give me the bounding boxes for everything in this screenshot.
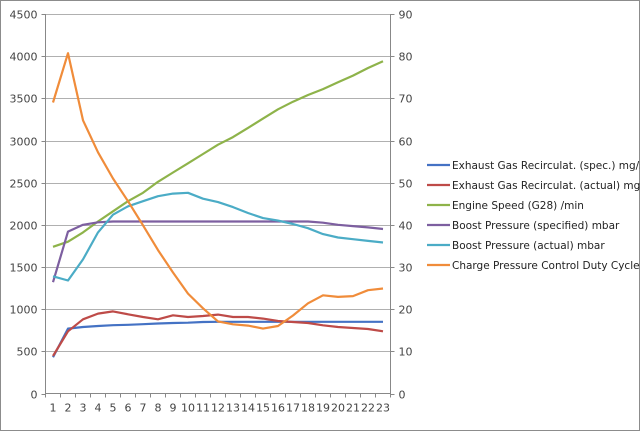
x-tick-label: 11 xyxy=(196,402,210,415)
x-tick-label: 2 xyxy=(65,402,72,415)
legend-label: Exhaust Gas Recirculat. (actual) mg/str xyxy=(452,180,640,192)
x-tick-label: 15 xyxy=(256,402,270,415)
y2-tick-label: 70 xyxy=(399,93,413,106)
y-tick-label: 3500 xyxy=(10,93,38,106)
legend-label: Engine Speed (G28) /min xyxy=(452,200,584,212)
y2-tick-label: 50 xyxy=(399,178,413,191)
legend-label: Exhaust Gas Recirculat. (spec.) mg/str xyxy=(452,160,640,172)
legend-label: Charge Pressure Control Duty Cycle % xyxy=(452,260,640,272)
y2-tick-label: 0 xyxy=(399,389,406,402)
y-tick-label: 2500 xyxy=(10,178,38,191)
x-tick-label: 13 xyxy=(226,402,240,415)
series-line-3 xyxy=(52,60,384,248)
x-tick-label: 3 xyxy=(80,402,87,415)
y-tick-label: 2000 xyxy=(10,220,38,233)
y-tick-label: 500 xyxy=(17,346,38,359)
series-line-5 xyxy=(52,191,384,282)
series-line-4 xyxy=(51,220,384,283)
x-tick-label: 21 xyxy=(346,402,360,415)
y-tick-label: 4500 xyxy=(10,9,38,22)
x-tick-label: 10 xyxy=(181,402,195,415)
y2-tick-label: 90 xyxy=(399,9,413,22)
x-tick-label: 19 xyxy=(316,402,330,415)
series-line-2 xyxy=(52,310,384,357)
y-tick-label: 3000 xyxy=(10,136,38,149)
legend: Exhaust Gas Recirculat. (spec.) mg/str Ex… xyxy=(427,160,640,272)
y-tick-label: 0 xyxy=(31,389,38,402)
y2-tick-label: 60 xyxy=(399,136,413,149)
series-lines xyxy=(51,52,384,358)
y-tick-label: 4000 xyxy=(10,51,38,64)
x-tick-label: 20 xyxy=(331,402,345,415)
y-tick-label: 1500 xyxy=(10,262,38,275)
x-tick-label: 4 xyxy=(95,402,102,415)
x-tick-label: 16 xyxy=(271,402,285,415)
x-tick-label: 17 xyxy=(286,402,300,415)
x-tick-label: 22 xyxy=(361,402,375,415)
x-tick-label: 8 xyxy=(155,402,162,415)
x-tick-label: 18 xyxy=(301,402,315,415)
x-tick-label: 5 xyxy=(110,402,117,415)
y2-tick-label: 20 xyxy=(399,304,413,317)
x-tick-label: 12 xyxy=(211,402,225,415)
gridlines xyxy=(45,14,391,352)
axes: 0 500 1000 1500 2000 2500 3000 3500 4000 4500 0 10 2… xyxy=(10,9,413,415)
y2-tick-label: 80 xyxy=(399,51,413,64)
x-tick-label: 23 xyxy=(376,402,390,415)
legend-label: Boost Pressure (specified) mbar xyxy=(452,220,620,232)
y2-tick-label: 10 xyxy=(399,346,413,359)
x-tick-label: 9 xyxy=(170,402,177,415)
x-tick-label: 6 xyxy=(125,402,132,415)
y-tick-label: 1000 xyxy=(10,304,38,317)
x-tick-label: 1 xyxy=(50,402,57,415)
x-tick-label: 14 xyxy=(241,402,255,415)
y2-tick-label: 40 xyxy=(399,220,413,233)
series-line-6 xyxy=(51,52,384,330)
legend-label: Boost Pressure (actual) mbar xyxy=(452,240,605,252)
x-tick-label: 7 xyxy=(140,402,147,415)
y2-tick-label: 30 xyxy=(399,262,413,275)
